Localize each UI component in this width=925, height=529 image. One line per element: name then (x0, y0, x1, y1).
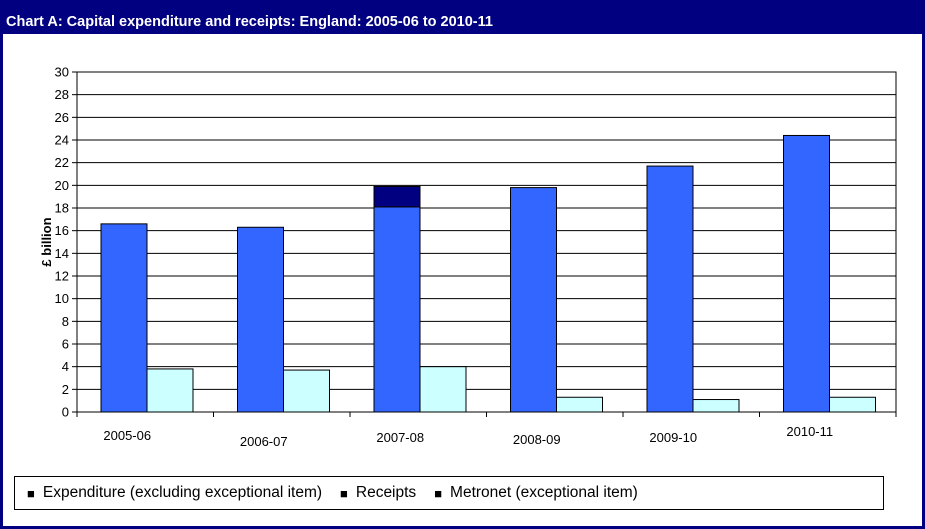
bar-metronet (373, 185, 421, 208)
y-axis-title: £ billion (39, 217, 54, 266)
y-tick-label: 26 (55, 110, 69, 125)
bar-receipts (692, 399, 740, 413)
y-tick-label: 12 (55, 269, 69, 284)
bar-expenditure (783, 134, 830, 413)
x-tick-label: 2005-06 (103, 428, 151, 443)
y-tick-label: 8 (62, 314, 69, 329)
y-tick-label: 16 (55, 223, 69, 238)
chart-legend: ■ Expenditure (excluding exceptional item… (14, 476, 884, 510)
bar-expenditure (510, 187, 557, 413)
y-tick-label: 14 (55, 246, 69, 261)
bar-receipts (829, 396, 876, 413)
bar-receipts (419, 366, 467, 413)
bar-receipts (146, 368, 194, 413)
y-tick-label: 20 (55, 178, 69, 193)
y-tick-label: 24 (55, 133, 69, 148)
y-tick-label: 4 (62, 359, 69, 374)
bar-expenditure (373, 206, 421, 413)
legend-marker: ■ (27, 485, 35, 501)
bar-expenditure (100, 223, 148, 413)
bar-expenditure (646, 165, 694, 413)
y-tick-label: 6 (62, 337, 69, 352)
legend-label: Receipts (355, 484, 417, 501)
x-tick-label: 2007-08 (376, 430, 424, 445)
chart-title: Chart A: Capital expenditure and receipt… (6, 14, 493, 30)
y-tick-label: 30 (55, 65, 69, 80)
x-tick-label: 2006-07 (240, 434, 288, 449)
legend-label: Expenditure (excluding exceptional item) (42, 484, 323, 501)
legend-item: ■ Receipts (340, 484, 416, 502)
y-tick-label: 18 (55, 201, 69, 216)
bar-receipts (556, 396, 603, 413)
y-tick-label: 28 (55, 87, 69, 102)
bar-expenditure (237, 226, 284, 413)
x-tick-label: 2010-11 (786, 424, 833, 439)
chart-title-bar: Chart A: Capital expenditure and receipt… (0, 0, 925, 34)
x-tick-label: 2008-09 (513, 432, 561, 447)
y-tick-label: 22 (55, 155, 69, 170)
legend-label: Metronet (exceptional item) (450, 484, 638, 501)
y-tick-label: 2 (62, 382, 69, 397)
legend-marker: ■ (434, 485, 443, 501)
legend-item: ■ Metronet (exceptional item) (434, 484, 638, 502)
y-tick-label: 0 (62, 405, 69, 420)
legend-item: ■ Expenditure (excluding exceptional item… (27, 484, 322, 502)
y-tick-label: 10 (55, 291, 69, 306)
bar-receipts (283, 369, 330, 413)
legend-marker: ■ (340, 485, 348, 501)
plot-area (77, 72, 896, 412)
x-tick-label: 2009-10 (649, 430, 697, 445)
